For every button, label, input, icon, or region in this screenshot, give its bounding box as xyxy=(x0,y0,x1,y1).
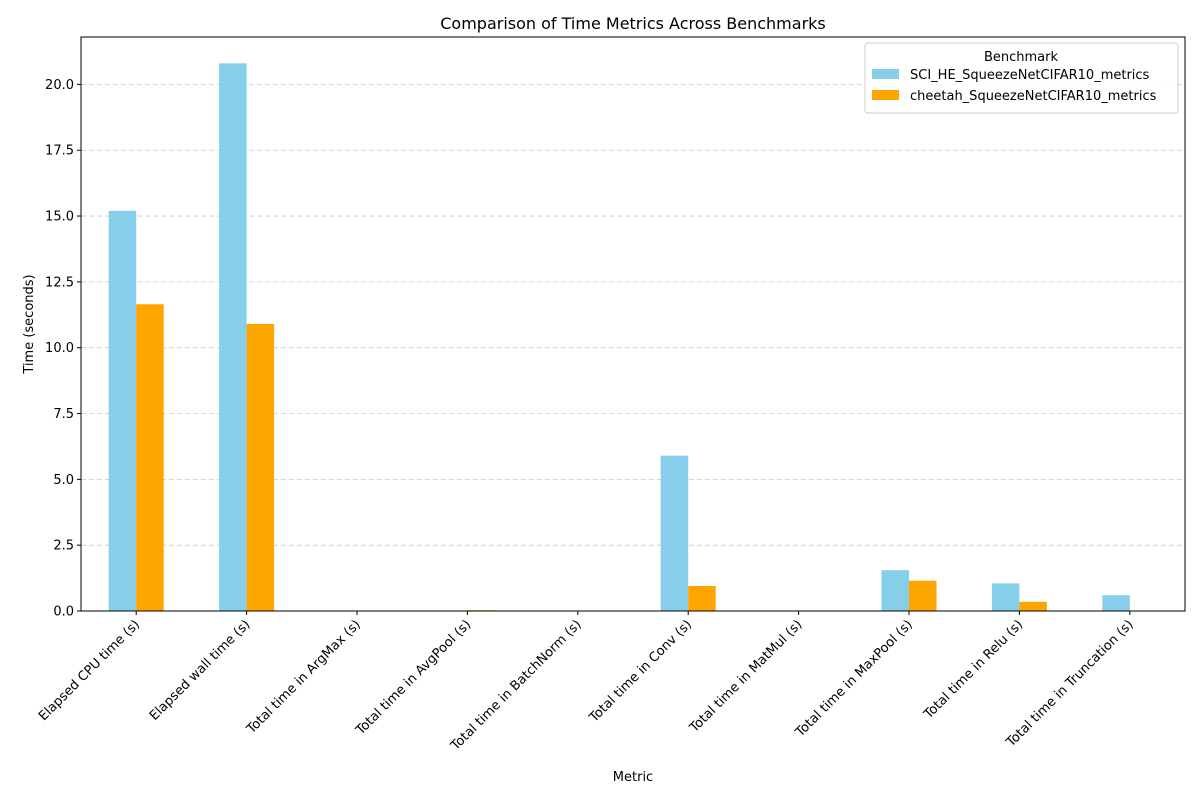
legend-label: cheetah_SqueezeNetCIFAR10_metrics xyxy=(910,89,1157,104)
bar-sci-he xyxy=(108,210,137,611)
x-tick-label: Total time in MatMul (s) xyxy=(686,617,805,736)
bar-cheetah xyxy=(246,324,275,611)
y-tick-label: 0.0 xyxy=(53,605,74,620)
bar-cheetah xyxy=(1019,601,1047,611)
chart-title: Comparison of Time Metrics Across Benchm… xyxy=(440,14,826,33)
legend-swatch xyxy=(872,69,899,79)
x-tick-label: Total time in Relu (s) xyxy=(921,617,1027,723)
y-tick-label: 12.5 xyxy=(45,275,74,290)
x-tick-label: Elapsed CPU time (s) xyxy=(36,617,143,724)
y-tick-label: 17.5 xyxy=(45,144,74,159)
bar-sci-he xyxy=(1102,595,1130,611)
bar-sci-he xyxy=(219,63,247,612)
legend-swatch xyxy=(872,90,899,100)
bars-layer xyxy=(108,63,1130,612)
legend: Benchmark SCI_HE_SqueezeNetCIFAR10_metri… xyxy=(864,42,1179,114)
bar-cheetah xyxy=(688,585,716,611)
legend-label: SCI_HE_SqueezeNetCIFAR10_metrics xyxy=(910,68,1150,83)
y-tick-label: 15.0 xyxy=(45,210,74,225)
y-tick-label: 20.0 xyxy=(45,78,74,93)
y-axis-title: Time (seconds) xyxy=(22,274,37,374)
y-tick-label: 2.5 xyxy=(53,539,74,554)
plot-frame xyxy=(80,36,1186,612)
x-tick-label: Total time in Truncation (s) xyxy=(1003,617,1137,751)
x-tick-label: Total time in ArgMax (s) xyxy=(243,617,363,737)
y-tick-label: 7.5 xyxy=(53,407,74,422)
legend-title: Benchmark xyxy=(984,50,1059,65)
x-tick-label: Total time in Conv (s) xyxy=(586,617,695,726)
x-tick-label: Elapsed wall time (s) xyxy=(147,617,253,723)
x-tick-label: Total time in BatchNorm (s) xyxy=(448,617,585,754)
y-tick-label: 5.0 xyxy=(53,473,74,488)
y-tick-label: 10.0 xyxy=(45,341,74,356)
bar-cheetah xyxy=(909,580,937,611)
legend-frame xyxy=(864,42,1179,114)
legend-entries: SCI_HE_SqueezeNetCIFAR10_metrics cheetah_… xyxy=(872,68,1157,104)
x-tick-label: Total time in AvgPool (s) xyxy=(353,617,475,739)
x-tick-label: Total time in MaxPool (s) xyxy=(792,617,916,741)
bar-cheetah xyxy=(136,304,164,611)
axes-layer: 0.0 2.5 5.0 7.5 10.0 12.5 15.0 17.5 20.0 Elapsed … xyxy=(36,36,1186,754)
bar-sci-he xyxy=(881,570,909,611)
x-axis-title: Metric xyxy=(613,770,653,785)
bar-sci-he xyxy=(991,583,1020,611)
bar-sci-he xyxy=(660,455,689,611)
